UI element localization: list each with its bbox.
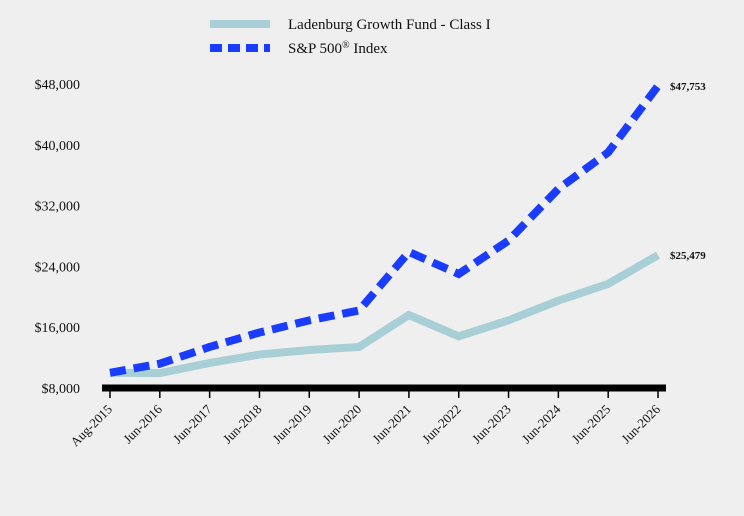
x-tick-label: Jun-2017	[170, 401, 215, 446]
y-tick-label: $24,000	[35, 260, 81, 275]
legend: Ladenburg Growth Fund - Class I S&P 500®…	[210, 17, 491, 57]
x-axis: Aug-2015 Jun-2016 Jun-2017 Jun-2018 Jun-2019…	[67, 384, 666, 450]
x-tick-label: Jun-2026	[618, 401, 663, 446]
end-labels: $25,479 $47,753	[670, 81, 706, 262]
x-tick-label: Jun-2019	[270, 402, 315, 447]
y-tick-label: $40,000	[35, 139, 81, 154]
x-tick-label: Jun-2025	[568, 402, 613, 447]
end-label-sp500: $47,753	[670, 81, 706, 93]
end-label-fund: $25,479	[670, 250, 706, 262]
x-tick-label: Aug-2015	[67, 402, 115, 450]
y-tick-label: $8,000	[42, 382, 81, 397]
series-group	[109, 83, 662, 378]
legend-label-sp500: S&P 500® Index	[288, 40, 388, 58]
x-tick-label: Jun-2021	[369, 402, 414, 447]
x-tick-label: Jun-2018	[220, 402, 265, 447]
y-tick-label: $32,000	[35, 200, 81, 215]
x-tick-label: Jun-2023	[469, 402, 514, 447]
x-tick-label: Jun-2022	[419, 402, 464, 447]
x-tick-label: Jun-2020	[319, 402, 364, 447]
legend-label-fund: Ladenburg Growth Fund - Class I	[288, 17, 491, 33]
x-tick-label: Jun-2024	[519, 401, 564, 446]
y-tick-label: $48,000	[35, 78, 81, 93]
series-line-sp500	[109, 83, 662, 377]
y-axis: $8,000 $16,000 $24,000 $32,000 $40,000 $48,00…	[35, 78, 81, 397]
series-line-fund	[109, 251, 660, 378]
x-tick-label: Jun-2016	[120, 401, 165, 446]
y-tick-label: $16,000	[35, 321, 81, 336]
